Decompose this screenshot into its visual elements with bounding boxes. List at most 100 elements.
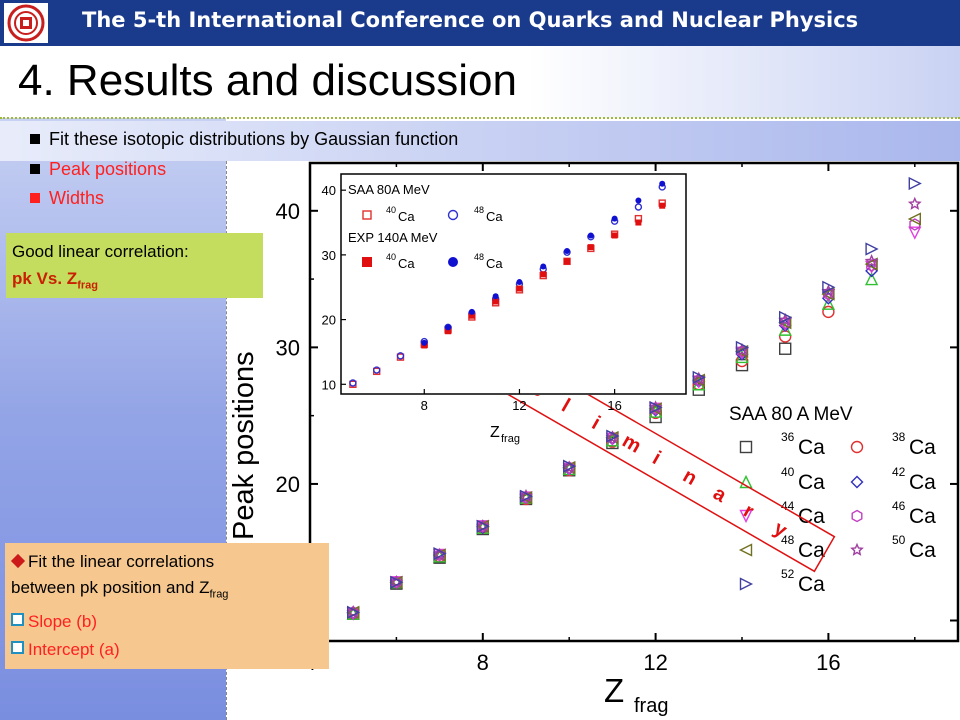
- correlation-note: Good linear correlation: pk Vs. Zfrag: [6, 233, 263, 298]
- inset-legend-mass: 40: [386, 205, 396, 215]
- legend-element: Ca: [798, 471, 825, 494]
- inset-point-EXP-48Ca: [659, 180, 666, 187]
- data-point-48Ca: [821, 287, 835, 301]
- legend-element: Ca: [798, 539, 825, 562]
- square-bullet-icon: [30, 193, 40, 203]
- inset-legend-element: Ca: [486, 209, 503, 224]
- legend-mass: 38: [892, 430, 906, 444]
- inset-point-EXP-40Ca: [516, 285, 523, 292]
- inset-point-SAA-48Ca: [396, 352, 405, 360]
- inset-legend-marker: [362, 257, 372, 267]
- inset-point-EXP-48Ca: [635, 197, 642, 204]
- data-point-48Ca: [864, 257, 878, 271]
- data-point-52Ca: [563, 459, 577, 473]
- legend-element: Ca: [909, 539, 936, 562]
- inset-plot-frame: [340, 173, 687, 395]
- bullet-text: Fit these isotopic distributions by Gaus…: [49, 129, 459, 149]
- legend-mass: 52: [781, 567, 795, 581]
- inset-x-axis-label: Z: [490, 424, 500, 441]
- inset-point-SAA-48Ca: [349, 379, 357, 387]
- inset-point-EXP-48Ca: [468, 308, 475, 315]
- slide-title: 4. Results and discussion: [18, 56, 517, 105]
- data-point-48Ca: [734, 344, 749, 359]
- data-point-40Ca: [821, 296, 836, 310]
- inset-point-EXP-40Ca: [492, 298, 499, 305]
- inset-point-EXP-40Ca: [564, 258, 571, 265]
- inset-legend-marker: [362, 210, 372, 220]
- inset-point-EXP-40Ca: [445, 328, 452, 335]
- data-point-52Ca: [779, 310, 793, 324]
- inset-point-EXP-48Ca: [540, 263, 547, 270]
- bullet-text: Peak positions: [49, 159, 167, 179]
- y-tick-label: 30: [276, 335, 300, 360]
- inset-y-tick-label: 40: [322, 183, 336, 198]
- data-point-52Ca: [735, 340, 750, 355]
- y-axis-label: Peak positions: [228, 351, 260, 540]
- data-point-52Ca: [606, 429, 620, 443]
- y-tick-label: 20: [276, 472, 300, 497]
- data-point-52Ca: [822, 280, 836, 294]
- title-strip: [0, 46, 960, 118]
- legend-mass: 50: [892, 533, 906, 547]
- inset-point-EXP-48Ca: [516, 279, 523, 286]
- inset-point-EXP-48Ca: [564, 248, 571, 254]
- inset-point-EXP-48Ca: [421, 339, 428, 346]
- legend-marker-48Ca: [738, 543, 753, 557]
- fit-note-intercept: Intercept (a): [11, 640, 120, 660]
- fit-note-intercept-text: Intercept (a): [28, 640, 120, 659]
- legend-element: Ca: [798, 505, 825, 528]
- data-point-36Ca: [779, 342, 792, 355]
- x-tick-label: 16: [816, 650, 840, 675]
- fit-note-line1: Fit the linear correlations: [10, 552, 215, 572]
- legend-marker-52Ca: [739, 577, 754, 591]
- inset-point-EXP-40Ca: [611, 232, 618, 239]
- inset-legend-element: Ca: [486, 256, 503, 271]
- data-point-50Ca: [821, 284, 836, 298]
- square-bullet-icon: [30, 164, 40, 174]
- inset-legend-marker: [447, 209, 459, 221]
- inset-legend-mass: 48: [474, 252, 484, 262]
- data-point-52Ca: [865, 242, 879, 256]
- legend-marker-40Ca: [739, 474, 753, 489]
- correlation-note-line2: pk Vs. Zfrag: [12, 269, 98, 291]
- data-point-52Ca: [649, 400, 663, 415]
- legend-marker-44Ca: [739, 509, 753, 524]
- y-tick-label: 40: [276, 199, 300, 224]
- data-point-44Ca: [908, 226, 922, 240]
- chart-area: [226, 161, 960, 720]
- inset-point-EXP-40Ca: [540, 271, 547, 278]
- legend-element: Ca: [909, 505, 936, 528]
- inset-x-tick-label: 12: [512, 398, 526, 413]
- inset-y-tick-label: 10: [322, 377, 336, 392]
- bullet-gaussian-fit: Fit these isotopic distributions by Gaus…: [30, 129, 458, 150]
- legend-element: Ca: [798, 436, 825, 459]
- box-bullet-icon: [11, 641, 24, 654]
- legend-title: SAA 80 A MeV: [729, 404, 853, 425]
- inset-point-EXP-40Ca: [468, 312, 475, 319]
- inset-x-tick-label: 16: [607, 398, 621, 413]
- x-axis-label-sub: frag: [634, 695, 668, 717]
- diamond-bullet-icon: [10, 553, 26, 569]
- inset-legend-group: EXP 140A MeV: [348, 230, 438, 245]
- inset-x-tick-label: 8: [421, 398, 428, 413]
- data-point-40Ca: [778, 322, 792, 336]
- legend-element: Ca: [798, 573, 825, 596]
- legend-mass: 46: [892, 499, 906, 513]
- legend-marker-50Ca: [850, 542, 864, 556]
- dotted-divider: [0, 117, 960, 119]
- fit-note-line1-text: Fit the linear correlations: [28, 552, 215, 571]
- legend-marker-36Ca: [739, 440, 753, 454]
- data-point-48Ca: [518, 490, 533, 505]
- university-seal-icon: [4, 3, 48, 43]
- bullet-text: Widths: [49, 188, 105, 208]
- inset-x-axis-label-sub: frag: [501, 433, 520, 445]
- inset-point-EXP-48Ca: [445, 324, 452, 331]
- inset-point-EXP-40Ca: [659, 202, 666, 209]
- fit-note-slope-text: Slope (b): [28, 612, 97, 631]
- fit-note-slope: Slope (b): [11, 612, 97, 632]
- correlation-note-line1: Good linear correlation:: [12, 242, 189, 261]
- box-bullet-icon: [11, 613, 24, 626]
- fit-note-line2-sub: frag: [209, 588, 229, 601]
- bullet-band: [0, 121, 960, 161]
- inset-point-EXP-40Ca: [587, 244, 594, 251]
